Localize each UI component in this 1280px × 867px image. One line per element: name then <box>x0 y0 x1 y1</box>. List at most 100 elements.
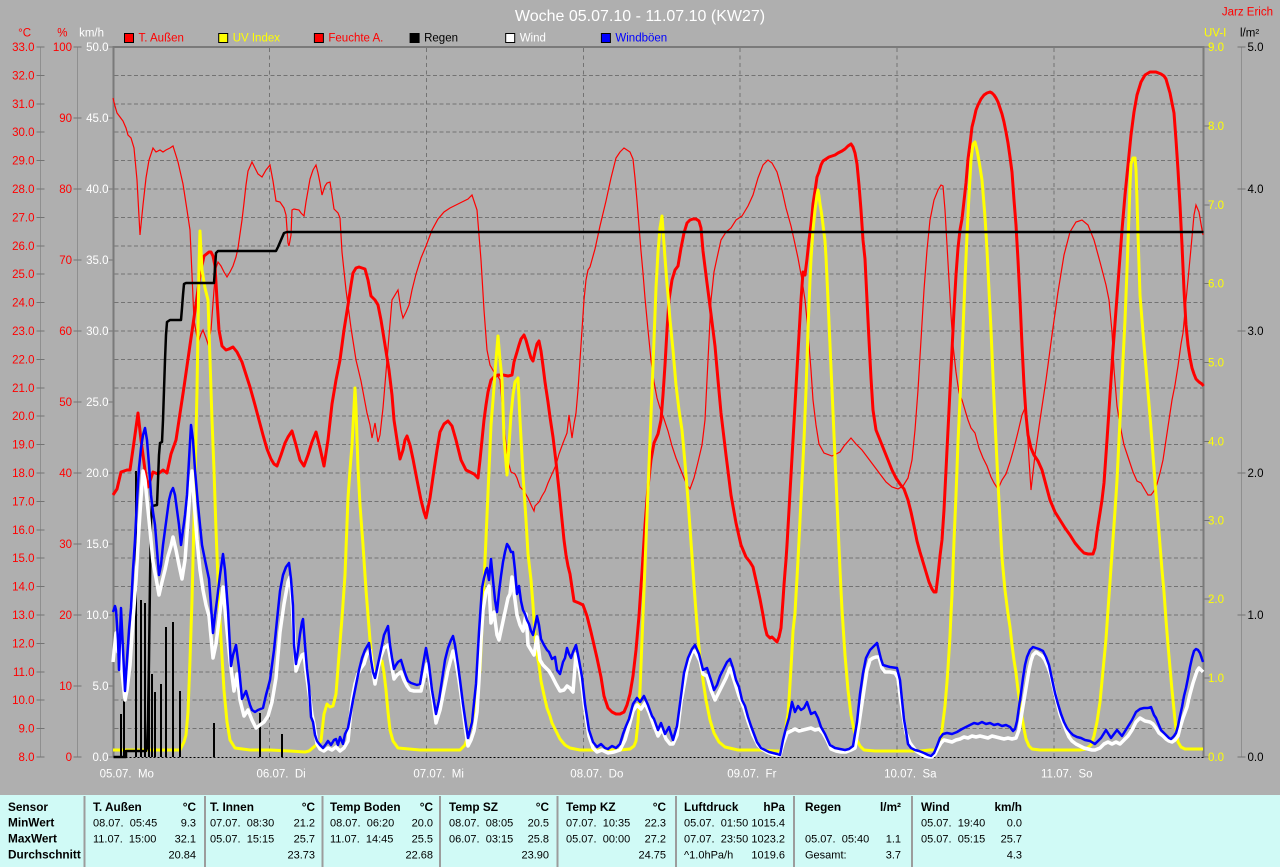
svg-text:90: 90 <box>59 113 72 125</box>
svg-text:0: 0 <box>66 752 72 764</box>
svg-text:25.7: 25.7 <box>1001 834 1022 846</box>
svg-text:25.0: 25.0 <box>12 269 34 281</box>
svg-text:30.0: 30.0 <box>12 127 34 139</box>
svg-text:33.0: 33.0 <box>12 42 34 54</box>
svg-text:12.0: 12.0 <box>12 638 34 650</box>
svg-text:06.07. 03:15: 06.07. 03:15 <box>449 834 513 846</box>
svg-text:11.07. 14:45: 11.07. 14:45 <box>330 834 393 846</box>
svg-text:26.0: 26.0 <box>12 241 34 253</box>
svg-text:9.3: 9.3 <box>181 818 196 830</box>
svg-text:05.07. 05:15: 05.07. 05:15 <box>921 834 985 846</box>
svg-text:3.0: 3.0 <box>1208 515 1224 527</box>
svg-text:°C: °C <box>653 800 667 814</box>
svg-text:4.3: 4.3 <box>1007 850 1022 862</box>
svg-text:Temp SZ: Temp SZ <box>449 800 498 814</box>
svg-text:Feuchte A.: Feuchte A. <box>328 33 383 45</box>
svg-text:7.0: 7.0 <box>1208 200 1224 212</box>
svg-text:14.0: 14.0 <box>12 582 34 594</box>
svg-text:%: % <box>57 28 67 40</box>
svg-text:18.0: 18.0 <box>12 468 34 480</box>
svg-text:25.7: 25.7 <box>294 834 315 846</box>
svg-text:50.0: 50.0 <box>86 42 108 54</box>
svg-text:1019.6: 1019.6 <box>751 850 785 862</box>
svg-text:25.5: 25.5 <box>412 834 433 846</box>
svg-text:22.0: 22.0 <box>12 354 34 366</box>
svg-text:Jarz Erich: Jarz Erich <box>1222 7 1273 19</box>
svg-text:hPa: hPa <box>763 800 785 814</box>
svg-text:Luftdruck: Luftdruck <box>684 800 739 814</box>
svg-text:27.0: 27.0 <box>12 212 34 224</box>
svg-text:24.0: 24.0 <box>12 298 34 310</box>
svg-text:T. Innen: T. Innen <box>210 800 254 814</box>
svg-text:1015.4: 1015.4 <box>751 818 785 830</box>
svg-text:Wind: Wind <box>520 33 546 45</box>
svg-text:20.0: 20.0 <box>86 468 108 480</box>
svg-text:MaxWert: MaxWert <box>8 832 57 846</box>
svg-text:07.07. 10:35: 07.07. 10:35 <box>566 818 630 830</box>
svg-text:l/m²: l/m² <box>1240 28 1259 40</box>
svg-text:24.75: 24.75 <box>638 850 666 862</box>
svg-text:22.3: 22.3 <box>645 818 666 830</box>
svg-text:20.5: 20.5 <box>528 818 549 830</box>
svg-text:23.90: 23.90 <box>521 850 549 862</box>
svg-text:0.0: 0.0 <box>1208 752 1224 764</box>
svg-text:°C: °C <box>420 800 434 814</box>
svg-text:100: 100 <box>53 42 72 54</box>
svg-text:km/h: km/h <box>994 800 1022 814</box>
svg-text:16.0: 16.0 <box>12 525 34 537</box>
svg-text:MinWert: MinWert <box>8 816 54 830</box>
svg-text:60: 60 <box>59 326 72 338</box>
svg-text:45.0: 45.0 <box>86 113 108 125</box>
svg-text:°C: °C <box>183 800 197 814</box>
svg-text:23.73: 23.73 <box>287 850 315 862</box>
svg-text:05.07. 00:00: 05.07. 00:00 <box>566 834 630 846</box>
svg-text:08.07. 08:05: 08.07. 08:05 <box>449 818 513 830</box>
svg-text:T. Außen: T. Außen <box>93 800 142 814</box>
svg-text:1.0: 1.0 <box>1208 673 1224 685</box>
svg-text:09.07. Fr: 09.07. Fr <box>727 769 776 781</box>
svg-text:08.07. 06:20: 08.07. 06:20 <box>330 818 394 830</box>
svg-text:25.0: 25.0 <box>86 397 108 409</box>
svg-text:32.1: 32.1 <box>175 834 196 846</box>
svg-text:8.0: 8.0 <box>19 752 35 764</box>
svg-text:20.0: 20.0 <box>412 818 433 830</box>
svg-text:30.0: 30.0 <box>86 326 108 338</box>
svg-text:31.0: 31.0 <box>12 99 34 111</box>
svg-text:°C: °C <box>18 28 31 40</box>
svg-text:km/h: km/h <box>79 28 104 40</box>
svg-text:Temp Boden: Temp Boden <box>330 800 401 814</box>
svg-text:19.0: 19.0 <box>12 440 34 452</box>
svg-text:20.84: 20.84 <box>168 850 196 862</box>
svg-text:05.07. 15:15: 05.07. 15:15 <box>210 834 274 846</box>
svg-text:10: 10 <box>59 681 72 693</box>
svg-text:Wind: Wind <box>921 800 950 814</box>
svg-text:80: 80 <box>59 184 72 196</box>
svg-text:20: 20 <box>59 610 72 622</box>
svg-text:28.0: 28.0 <box>12 184 34 196</box>
svg-text:10.0: 10.0 <box>12 695 34 707</box>
svg-text:0.0: 0.0 <box>1007 818 1022 830</box>
svg-text:11.07. 15:00: 11.07. 15:00 <box>93 834 156 846</box>
svg-text:4.0: 4.0 <box>1248 184 1264 196</box>
svg-text:Regen: Regen <box>424 33 458 45</box>
svg-text:1.1: 1.1 <box>886 834 901 846</box>
svg-text:0.0: 0.0 <box>1248 752 1264 764</box>
svg-text:10.0: 10.0 <box>86 610 108 622</box>
svg-text:10.07. Sa: 10.07. Sa <box>884 769 937 781</box>
svg-text:5.0: 5.0 <box>93 681 109 693</box>
svg-text:Gesamt:: Gesamt: <box>805 850 847 862</box>
svg-text:4.0: 4.0 <box>1208 436 1224 448</box>
svg-text:25.8: 25.8 <box>528 834 549 846</box>
svg-text:5.0: 5.0 <box>1248 42 1264 54</box>
svg-text:^1.0hPa/h: ^1.0hPa/h <box>684 850 733 862</box>
svg-text:3.0: 3.0 <box>1248 326 1264 338</box>
svg-text:40: 40 <box>59 468 72 480</box>
svg-text:UV-I: UV-I <box>1204 28 1226 40</box>
svg-text:Sensor: Sensor <box>8 800 48 814</box>
svg-text:0.0: 0.0 <box>93 752 109 764</box>
svg-text:05.07. 01:50: 05.07. 01:50 <box>684 818 748 830</box>
svg-text:27.2: 27.2 <box>645 834 666 846</box>
svg-text:30: 30 <box>59 539 72 551</box>
svg-text:21.0: 21.0 <box>12 383 34 395</box>
svg-text:05.07. 19:40: 05.07. 19:40 <box>921 818 985 830</box>
